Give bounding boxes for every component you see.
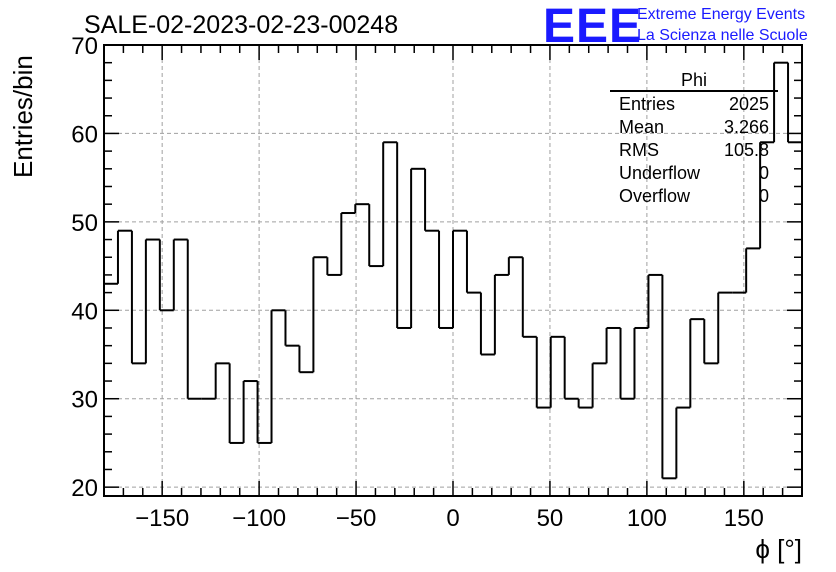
y-tick-label: 50 <box>71 210 98 237</box>
eee-logo-line2: La Scienza nelle Scuole <box>637 27 808 44</box>
x-tick-label: −100 <box>232 505 286 532</box>
eee-logo-line1: Extreme Energy Events <box>637 6 805 23</box>
y-tick-label: 40 <box>71 298 98 325</box>
axis-ticks <box>103 44 803 496</box>
eee-logo: EEE Extreme Energy Events La Scienza nel… <box>543 0 808 53</box>
y-axis-title: Entries/bin <box>8 55 38 178</box>
stats-box-title: Phi <box>681 70 707 90</box>
stats-row-value: 105.8 <box>724 140 769 160</box>
stats-row-value: 2025 <box>729 94 769 114</box>
eee-logo-mark: EEE <box>543 0 642 53</box>
x-axis-title: ϕ [°] <box>755 534 802 564</box>
y-tick-label: 60 <box>71 121 98 148</box>
x-tick-label: −50 <box>336 505 377 532</box>
x-tick-label: −150 <box>135 505 189 532</box>
y-tick-label: 70 <box>71 33 98 60</box>
x-tick-labels: −150 −100 −50 0 50 100 150 <box>135 505 764 532</box>
chart-title: SALE-02-2023-02-23-00248 <box>84 11 398 39</box>
stats-box: Phi Entries 2025 Mean 3.266 RMS 105.8 Underflo… <box>610 70 778 206</box>
stats-row-label: RMS <box>619 140 659 160</box>
stats-row-value: 0 <box>759 163 769 183</box>
stats-row-label: Overflow <box>619 186 691 206</box>
stats-box-rows: Entries 2025 Mean 3.266 RMS 105.8 Underflow 0 Ov… <box>619 94 769 206</box>
y-tick-label: 30 <box>71 387 98 414</box>
stats-row-label: Mean <box>619 117 664 137</box>
y-tick-label: 20 <box>71 475 98 502</box>
stats-row-label: Entries <box>619 94 675 114</box>
x-tick-label: 100 <box>627 505 667 532</box>
x-tick-label: 150 <box>724 505 764 532</box>
stats-row-label: Underflow <box>619 163 701 183</box>
x-tick-label: 0 <box>446 505 459 532</box>
stats-row-value: 0 <box>759 186 769 206</box>
x-tick-label: 50 <box>537 505 564 532</box>
y-tick-labels: 20 30 40 50 60 70 <box>71 33 98 502</box>
stats-row-value: 3.266 <box>724 117 769 137</box>
